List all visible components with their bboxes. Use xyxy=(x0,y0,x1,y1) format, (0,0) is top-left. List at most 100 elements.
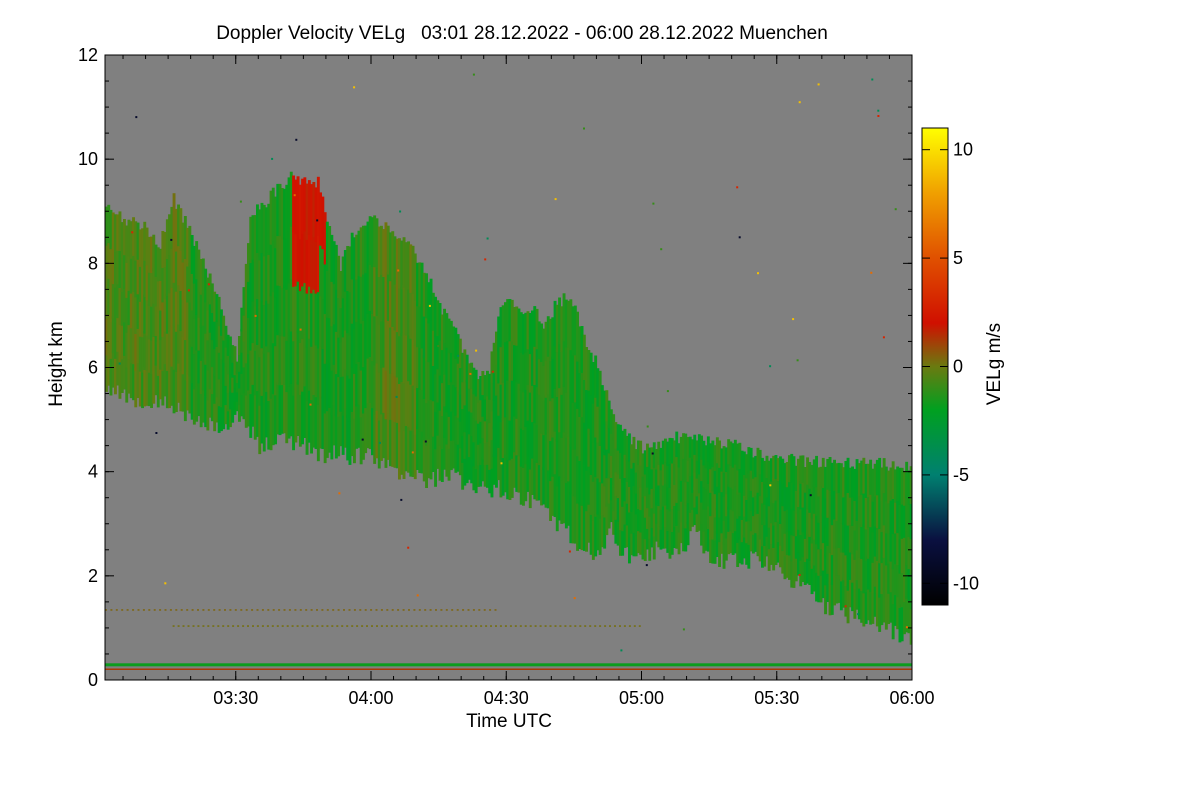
cloud-streak xyxy=(123,319,126,356)
cloud-streak xyxy=(603,483,607,518)
cloud-streak xyxy=(452,326,455,357)
cloud-streak xyxy=(120,289,124,326)
cloud-streak xyxy=(190,380,194,420)
cloud-streak xyxy=(429,318,433,361)
noise-speckle xyxy=(757,272,759,275)
cloud-streak xyxy=(393,236,397,285)
cloud-streak xyxy=(150,371,153,408)
cloud-streak xyxy=(821,485,825,516)
cloud-streak xyxy=(742,472,746,496)
cloud-streak xyxy=(526,311,530,350)
cloud-streak xyxy=(280,285,284,337)
cloud-streak xyxy=(567,389,570,437)
cloud-streak xyxy=(226,334,230,356)
cloud-streak xyxy=(853,468,857,501)
cloud-streak xyxy=(398,429,401,480)
cloud-streak xyxy=(357,273,361,320)
cloud-streak xyxy=(700,500,703,525)
cloud-streak xyxy=(697,471,701,494)
cloud-streak xyxy=(420,345,424,391)
cloud-streak xyxy=(540,359,543,398)
cloud-streak xyxy=(276,332,280,385)
cloud-streak xyxy=(393,282,397,331)
cloud-streak xyxy=(168,329,171,370)
cloud-streak xyxy=(420,387,424,432)
cloud-streak xyxy=(238,385,241,406)
cloud-streak xyxy=(828,519,832,554)
cloud-streak xyxy=(526,418,530,457)
cloud-streak xyxy=(404,423,408,472)
echo-dot xyxy=(609,625,611,627)
cloud-streak xyxy=(853,586,857,619)
cloud-streak xyxy=(497,348,501,384)
cloud-streak xyxy=(310,184,313,241)
cloud-streak xyxy=(314,239,318,294)
cloud-streak xyxy=(670,529,674,555)
cloud-streak xyxy=(495,362,498,396)
noise-speckle xyxy=(437,345,440,347)
cloud-streak xyxy=(249,216,253,264)
cloud-streak xyxy=(905,528,909,566)
cloud-streak xyxy=(781,481,785,507)
cloud-streak xyxy=(145,368,149,406)
cloud-streak xyxy=(510,299,514,342)
cloud-streak xyxy=(258,209,262,261)
cloud-streak xyxy=(641,515,645,539)
cloud-streak xyxy=(389,232,392,282)
cloud-streak xyxy=(555,439,559,487)
echo-dot xyxy=(310,609,313,611)
cloud-streak xyxy=(524,387,528,427)
echo-dot xyxy=(391,609,394,611)
noise-speckle xyxy=(400,498,403,501)
cloud-streak xyxy=(677,486,681,511)
cloud-streak xyxy=(803,513,807,539)
y-tick-label: 12 xyxy=(78,45,98,65)
cloud-streak xyxy=(704,507,708,531)
cloud-streak xyxy=(436,300,440,337)
cloud-streak xyxy=(179,208,183,251)
noise-speckle xyxy=(295,138,298,141)
cloud-streak xyxy=(179,288,183,332)
cloud-streak xyxy=(731,486,735,512)
cloud-streak xyxy=(641,536,645,560)
echo-dot xyxy=(218,609,221,611)
cloud-streak xyxy=(749,447,753,471)
cloud-streak xyxy=(274,196,277,249)
cloud-streak xyxy=(420,262,424,307)
cloud-streak xyxy=(761,479,764,504)
cloud-streak xyxy=(821,513,825,544)
cloud-streak xyxy=(181,222,185,263)
echo-dot xyxy=(197,625,200,627)
cloud-streak xyxy=(641,453,645,477)
cloud-streak xyxy=(835,518,839,549)
cloud-streak xyxy=(571,353,575,403)
cloud-streak xyxy=(350,232,354,280)
cloud-streak xyxy=(794,511,798,537)
cloud-streak xyxy=(880,529,884,564)
cloud-streak xyxy=(265,207,268,256)
cloud-streak xyxy=(558,429,561,477)
cloud-streak xyxy=(504,339,507,380)
cloud-streak xyxy=(418,387,422,432)
cloud-streak xyxy=(788,479,791,507)
cloud-streak xyxy=(154,244,158,277)
cloud-streak xyxy=(715,531,719,557)
cloud-streak xyxy=(528,428,532,470)
cloud-streak xyxy=(745,519,749,544)
cloud-streak xyxy=(231,345,235,363)
cloud-streak xyxy=(159,367,162,400)
cloud-streak xyxy=(882,490,886,526)
cloud-streak xyxy=(582,462,586,509)
cloud-streak xyxy=(305,291,309,348)
cloud-streak xyxy=(770,479,773,503)
cloud-streak xyxy=(864,495,868,530)
cloud-streak xyxy=(718,490,721,518)
noise-speckle xyxy=(293,194,296,197)
noise-speckle xyxy=(620,649,623,652)
cloud-streak xyxy=(256,250,259,299)
cloud-streak xyxy=(869,492,873,528)
cloud-streak xyxy=(573,399,577,450)
cloud-streak xyxy=(310,290,313,347)
echo-dot xyxy=(564,625,567,627)
cloud-streak xyxy=(170,246,174,289)
